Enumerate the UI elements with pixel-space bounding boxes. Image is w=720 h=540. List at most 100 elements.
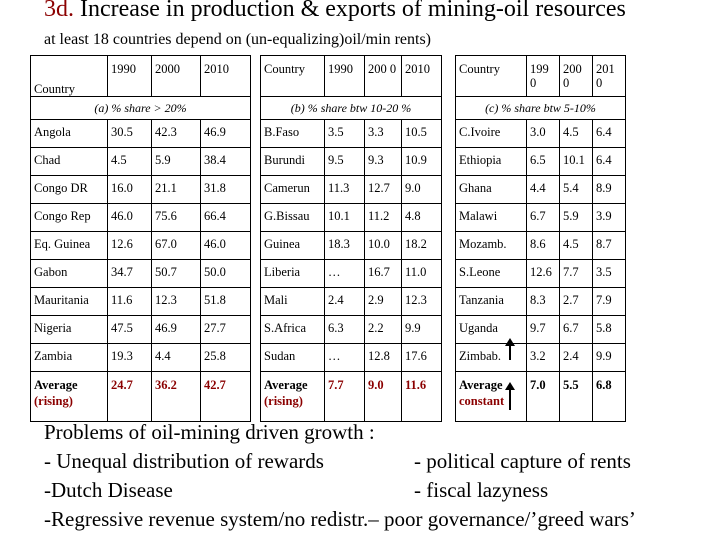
average-value: 6.8 xyxy=(592,371,626,422)
column-gap xyxy=(250,175,261,204)
average-value: 9.0 xyxy=(364,371,402,422)
average-label: Average (rising) xyxy=(260,371,325,422)
slide-number: 3d. xyxy=(44,0,74,22)
country-cell: S.Africa xyxy=(260,315,325,344)
year-header: 1990 xyxy=(107,55,152,97)
value-cell: 46.9 xyxy=(151,315,201,344)
value-cell: 3.2 xyxy=(526,343,560,372)
country-cell: Zambia xyxy=(30,343,108,372)
table-row: Zambia 19.3 4.4 25.8 Sudan… 12.8 17.6 Zimbab. 3.… xyxy=(30,343,626,372)
value-cell: 12.6 xyxy=(526,259,560,288)
value-cell: 42.3 xyxy=(151,119,201,148)
value-cell: 11.0 xyxy=(401,259,442,288)
column-gap xyxy=(250,55,261,97)
value-cell: 9.9 xyxy=(401,315,442,344)
value-cell: 9.3 xyxy=(364,147,402,176)
year-header: 2010 xyxy=(401,55,442,97)
value-cell: 8.6 xyxy=(526,231,560,260)
value-cell: 10.5 xyxy=(401,119,442,148)
average-value: 36.2 xyxy=(151,371,201,422)
value-cell: 4.4 xyxy=(151,343,201,372)
notes-line: -Regressive revenue system/no redistr.– … xyxy=(44,505,636,534)
country-cell: Eq. Guinea xyxy=(30,231,108,260)
column-gap xyxy=(250,96,261,120)
value-cell: 2.9 xyxy=(364,287,402,316)
table-row: Angola 30.5 42.3 46.9 B.Faso 3.5 3.3 10.5 C.Ivoi… xyxy=(30,119,626,148)
notes-line: -Dutch Disease - fiscal lazyness xyxy=(44,476,636,505)
value-cell: 11.2 xyxy=(364,203,402,232)
column-gap xyxy=(250,343,261,372)
value-cell: 6.4 xyxy=(592,119,626,148)
country-cell: Zimbab. xyxy=(455,343,527,372)
country-cell: Uganda xyxy=(455,315,527,344)
value-cell: 21.1 xyxy=(151,175,201,204)
value-cell: 7.7 xyxy=(559,259,593,288)
value-cell: 8.7 xyxy=(592,231,626,260)
value-cell: 66.4 xyxy=(200,203,251,232)
table-row: Eq. Guinea 12.6 67.0 46.0 Guinea 18.3 10.0 18.2… xyxy=(30,231,626,260)
value-cell: 3.5 xyxy=(324,119,365,148)
value-cell: 11.6 xyxy=(107,287,152,316)
value-cell: 8.9 xyxy=(592,175,626,204)
value-cell: 5.9 xyxy=(151,147,201,176)
average-value: 7.7 xyxy=(324,371,365,422)
notes-line: - Unequal distribution of rewards - poli… xyxy=(44,447,636,476)
average-label: Average (rising) xyxy=(30,371,108,422)
notes-heading: Problems of oil-mining driven growth : xyxy=(44,420,375,444)
column-gap xyxy=(441,147,456,176)
value-cell: 4.5 xyxy=(559,231,593,260)
up-arrow-icon xyxy=(503,382,517,410)
value-cell: 6.7 xyxy=(526,203,560,232)
value-cell: 18.2 xyxy=(401,231,442,260)
year-header: 200 0 xyxy=(364,55,402,97)
value-cell: 17.6 xyxy=(401,343,442,372)
group-caption-row: (a) % share > 20% (b) % share btw 10-20 %… xyxy=(30,96,626,120)
group-caption: (a) % share > 20% xyxy=(30,96,251,120)
value-cell: 5.8 xyxy=(592,315,626,344)
year-header: 199 0 xyxy=(526,55,560,97)
value-cell: 3.0 xyxy=(526,119,560,148)
group-caption: (c) % share btw 5-10% xyxy=(455,96,626,120)
column-gap xyxy=(441,175,456,204)
column-gap xyxy=(441,259,456,288)
year-header: 201 0 xyxy=(592,55,626,97)
country-header: Country xyxy=(260,55,325,97)
value-cell: … xyxy=(324,259,365,288)
table-row: Gabon 34.7 50.7 50.0 Liberia… 16.7 11.0 S.Leone… xyxy=(30,259,626,288)
value-cell: 5.9 xyxy=(559,203,593,232)
value-cell: 67.0 xyxy=(151,231,201,260)
column-gap xyxy=(441,203,456,232)
column-gap xyxy=(250,287,261,316)
notes-line-right: - political capture of rents xyxy=(414,449,631,473)
column-gap xyxy=(250,315,261,344)
country-cell: Burundi xyxy=(260,147,325,176)
country-cell: Mauritania xyxy=(30,287,108,316)
column-gap xyxy=(250,147,261,176)
table-row: Congo Rep 46.0 75.6 66.4 G.Bissau 10.1 11.2 4.8… xyxy=(30,203,626,232)
column-gap xyxy=(250,371,261,422)
value-cell: … xyxy=(324,343,365,372)
column-gap xyxy=(250,203,261,232)
value-cell: 12.3 xyxy=(151,287,201,316)
value-cell: 4.4 xyxy=(526,175,560,204)
value-cell: 50.7 xyxy=(151,259,201,288)
up-arrow-icon xyxy=(503,338,517,360)
value-cell: 38.4 xyxy=(200,147,251,176)
value-cell: 19.3 xyxy=(107,343,152,372)
year-header: 1990 xyxy=(324,55,365,97)
average-value: 24.7 xyxy=(107,371,152,422)
value-cell: 10.9 xyxy=(401,147,442,176)
value-cell: 12.7 xyxy=(364,175,402,204)
average-value: 42.7 xyxy=(200,371,251,422)
value-cell: 12.3 xyxy=(401,287,442,316)
value-cell: 6.7 xyxy=(559,315,593,344)
column-gap xyxy=(441,371,456,422)
value-cell: 2.7 xyxy=(559,287,593,316)
column-gap xyxy=(250,259,261,288)
table-row: Mauritania 11.6 12.3 51.8 Mali 2.4 2.9 12.3 Tanz… xyxy=(30,287,626,316)
value-cell: 3.3 xyxy=(364,119,402,148)
country-cell: Gabon xyxy=(30,259,108,288)
value-cell: 2.4 xyxy=(324,287,365,316)
column-gap xyxy=(441,315,456,344)
notes-line-left: -Regressive revenue system/no redistr.– … xyxy=(44,507,636,531)
